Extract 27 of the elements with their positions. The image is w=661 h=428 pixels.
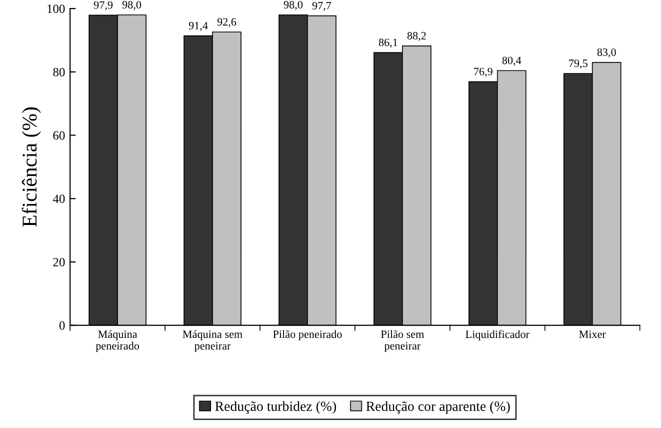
y-tick-label: 100 xyxy=(48,4,65,14)
data-label: 98,0 xyxy=(284,0,303,10)
x-tick-label: Liquidificador xyxy=(466,330,530,340)
data-label: 76,9 xyxy=(474,68,492,77)
data-label: 79,5 xyxy=(569,60,588,69)
data-label: 98,0 xyxy=(122,0,142,10)
y-axis-title: Eficiência (%) xyxy=(22,107,41,227)
y-tick-label: 20 xyxy=(53,258,65,266)
data-label: 80,4 xyxy=(502,56,522,66)
data-label: 83,0 xyxy=(597,48,616,58)
x-tick-label: Pilão peneirado xyxy=(273,330,342,340)
legend-label: Redução turbidez (%) xyxy=(215,401,336,414)
legend-label: Redução cor aparente (%) xyxy=(366,401,510,414)
y-tick-label: 0 xyxy=(59,321,65,330)
data-label: 86,1 xyxy=(378,38,398,48)
data-label: 88,2 xyxy=(407,32,426,42)
data-label: 97,9 xyxy=(94,1,113,10)
y-tick-label: 60 xyxy=(53,131,65,140)
y-tick-label: 40 xyxy=(52,194,65,204)
data-label: 97,7 xyxy=(312,2,332,12)
y-tick-label: 80 xyxy=(53,68,65,76)
data-label: 92,6 xyxy=(217,18,236,28)
x-tick-label: Mixer xyxy=(579,330,606,338)
x-tick-label: Máquina sem peneirar xyxy=(182,330,242,352)
x-tick-label: Pilão sem peneirar xyxy=(381,330,424,352)
x-tick-label: Máquina peneirado xyxy=(96,330,140,352)
data-label: 91,4 xyxy=(188,22,208,31)
